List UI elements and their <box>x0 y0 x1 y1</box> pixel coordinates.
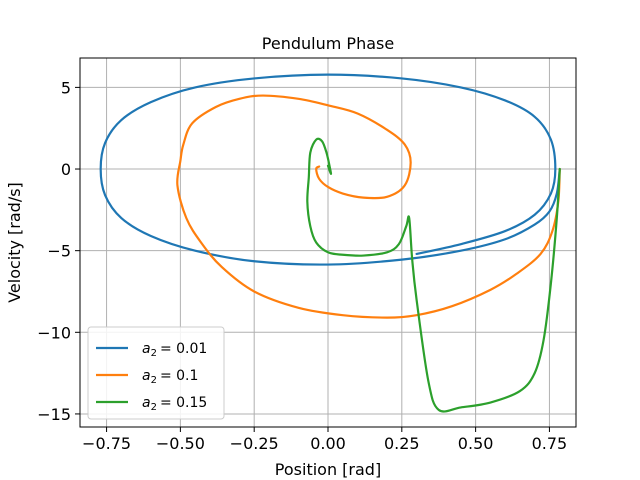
legend-box <box>87 326 225 420</box>
x-tick-label: 0.00 <box>310 434 346 453</box>
x-axis-ticks: −0.75 −0.50 −0.25 0.00 0.25 0.50 0.75 <box>82 427 567 453</box>
y-tick-label: −5 <box>47 242 71 261</box>
y-axis-ticks: 5 0 −5 −10 −15 <box>37 78 80 424</box>
x-axis-label: Position [rad] <box>275 460 381 479</box>
y-axis-label: Velocity [rad/s] <box>5 182 24 303</box>
x-tick-label: 0.75 <box>532 434 568 453</box>
grid <box>80 58 576 427</box>
legend-entry-1: a2 = 0.01 <box>142 341 207 359</box>
series-line-1 <box>99 73 561 266</box>
chart-title: Pendulum Phase <box>262 34 394 53</box>
y-tick-label: 5 <box>61 78 71 97</box>
x-tick-label: −0.25 <box>230 434 279 453</box>
series-layer <box>99 73 561 413</box>
x-tick-label: −0.50 <box>156 434 205 453</box>
x-tick-label: −0.75 <box>82 434 131 453</box>
series-line-2 <box>176 94 561 319</box>
legend-entry-3: a2 = 0.15 <box>142 395 207 413</box>
y-tick-label: −10 <box>37 323 71 342</box>
y-tick-label: −15 <box>37 405 71 424</box>
y-tick-label: 0 <box>61 160 71 179</box>
legend-entry-2: a2 = 0.1 <box>142 368 198 386</box>
series-line-3 <box>306 137 561 413</box>
x-tick-label: 0.25 <box>384 434 420 453</box>
plot-area <box>99 73 561 413</box>
legend: a2 = 0.01 a2 = 0.1 a2 = 0.15 <box>87 326 225 420</box>
x-tick-label: 0.50 <box>458 434 494 453</box>
